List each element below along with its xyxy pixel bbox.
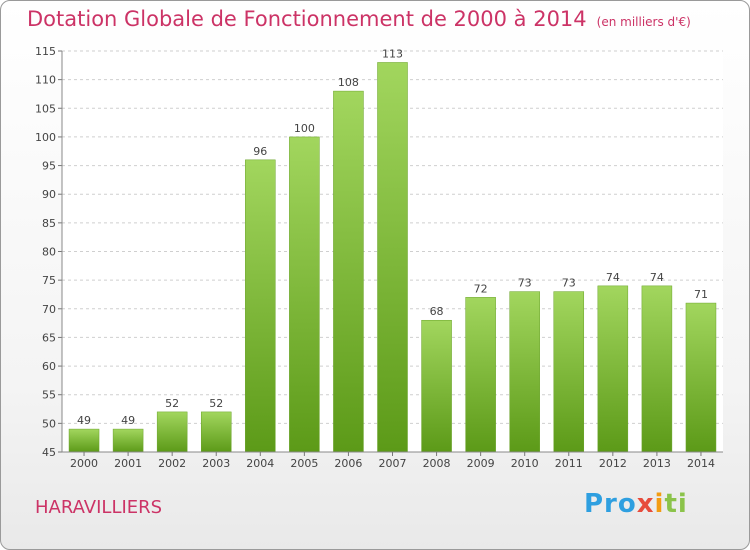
bar-2005 xyxy=(289,136,320,453)
y-tick-label: 90 xyxy=(42,188,56,201)
x-tick-label-2009: 2009 xyxy=(467,457,495,470)
y-tick-label: 95 xyxy=(42,160,56,173)
bar-2000 xyxy=(68,428,100,453)
x-tick-label-2014: 2014 xyxy=(687,457,715,470)
bar-2004 xyxy=(245,159,276,453)
logo-part-ti: ti xyxy=(664,489,688,519)
y-tick-label: 75 xyxy=(42,274,56,287)
x-tick-label-2013: 2013 xyxy=(643,457,671,470)
bar-2014 xyxy=(685,302,717,453)
x-tick-label-2012: 2012 xyxy=(599,457,627,470)
chart-title: Dotation Globale de Fonctionnement de 20… xyxy=(27,7,691,31)
x-axis: 2000 2001 2002 2003 2004 2005 2006 2007 2008 2009… xyxy=(62,451,723,470)
data-label-2006: 108 xyxy=(338,76,359,89)
y-tick-label: 85 xyxy=(42,217,56,230)
logo-part-x: x xyxy=(636,489,655,519)
data-label-2014: 71 xyxy=(694,288,708,301)
x-tick-label-2002: 2002 xyxy=(158,457,186,470)
x-tick-label-2005: 2005 xyxy=(290,457,318,470)
bar-2013 xyxy=(641,285,673,453)
x-tick-label-2000: 2000 xyxy=(70,457,98,470)
x-tick-label-2006: 2006 xyxy=(334,457,362,470)
y-tick-label: 55 xyxy=(42,389,56,402)
y-axis: 45 50 55 60 65 70 75 80 85 90 95 100 105 110 115 xyxy=(35,45,63,459)
x-tick-label-2007: 2007 xyxy=(379,457,407,470)
title-text: Dotation Globale de Fonctionnement de 20… xyxy=(27,7,587,31)
bar-2001 xyxy=(112,428,144,453)
bar-2007 xyxy=(377,62,408,453)
y-tick-label: 60 xyxy=(42,360,56,373)
y-tick-label: 105 xyxy=(35,102,56,115)
data-label-2001: 49 xyxy=(121,414,135,427)
x-tick-label-2008: 2008 xyxy=(423,457,451,470)
bar-2010 xyxy=(509,291,540,453)
data-label-2000: 49 xyxy=(77,414,91,427)
data-label-2002: 52 xyxy=(165,397,179,410)
data-label-2010: 73 xyxy=(518,277,532,290)
bar-2008 xyxy=(421,319,452,453)
y-tick-label: 50 xyxy=(42,417,56,430)
data-label-2013: 74 xyxy=(650,271,664,284)
y-tick-label: 100 xyxy=(35,131,56,144)
y-tick-label: 45 xyxy=(42,446,56,459)
y-tick-label: 110 xyxy=(35,74,56,87)
data-label-2012: 74 xyxy=(606,271,620,284)
proxiti-logo: Proxiti xyxy=(584,489,688,519)
bar-2011 xyxy=(553,291,585,453)
x-tick-label-2011: 2011 xyxy=(555,457,583,470)
bar-2003 xyxy=(200,411,232,453)
subtitle-text: (en milliers d'€) xyxy=(596,15,691,29)
x-tick-label-2010: 2010 xyxy=(511,457,539,470)
y-tick-label: 115 xyxy=(35,45,56,58)
data-label-2009: 72 xyxy=(474,282,488,295)
logo-part-i: i xyxy=(654,489,665,519)
y-tick-label: 70 xyxy=(42,303,56,316)
data-label-2008: 68 xyxy=(430,305,444,318)
bar-2009 xyxy=(465,297,496,453)
data-label-2011: 73 xyxy=(562,277,576,290)
x-tick-label-2001: 2001 xyxy=(114,457,142,470)
y-tick-label: 65 xyxy=(42,331,56,344)
x-tick-label-2003: 2003 xyxy=(202,457,230,470)
bar-2006 xyxy=(333,90,364,453)
data-label-2004: 96 xyxy=(253,145,267,158)
data-label-2005: 100 xyxy=(294,122,315,135)
bar-2002 xyxy=(156,411,188,453)
commune-name: HARAVILLIERS xyxy=(35,497,163,518)
data-label-2003: 52 xyxy=(209,397,223,410)
y-tick-label: 80 xyxy=(42,246,56,259)
data-label-2007: 113 xyxy=(382,47,403,60)
x-tick-label-2004: 2004 xyxy=(246,457,274,470)
logo-part-pro: Pro xyxy=(584,489,637,519)
bar-2012 xyxy=(597,285,629,453)
